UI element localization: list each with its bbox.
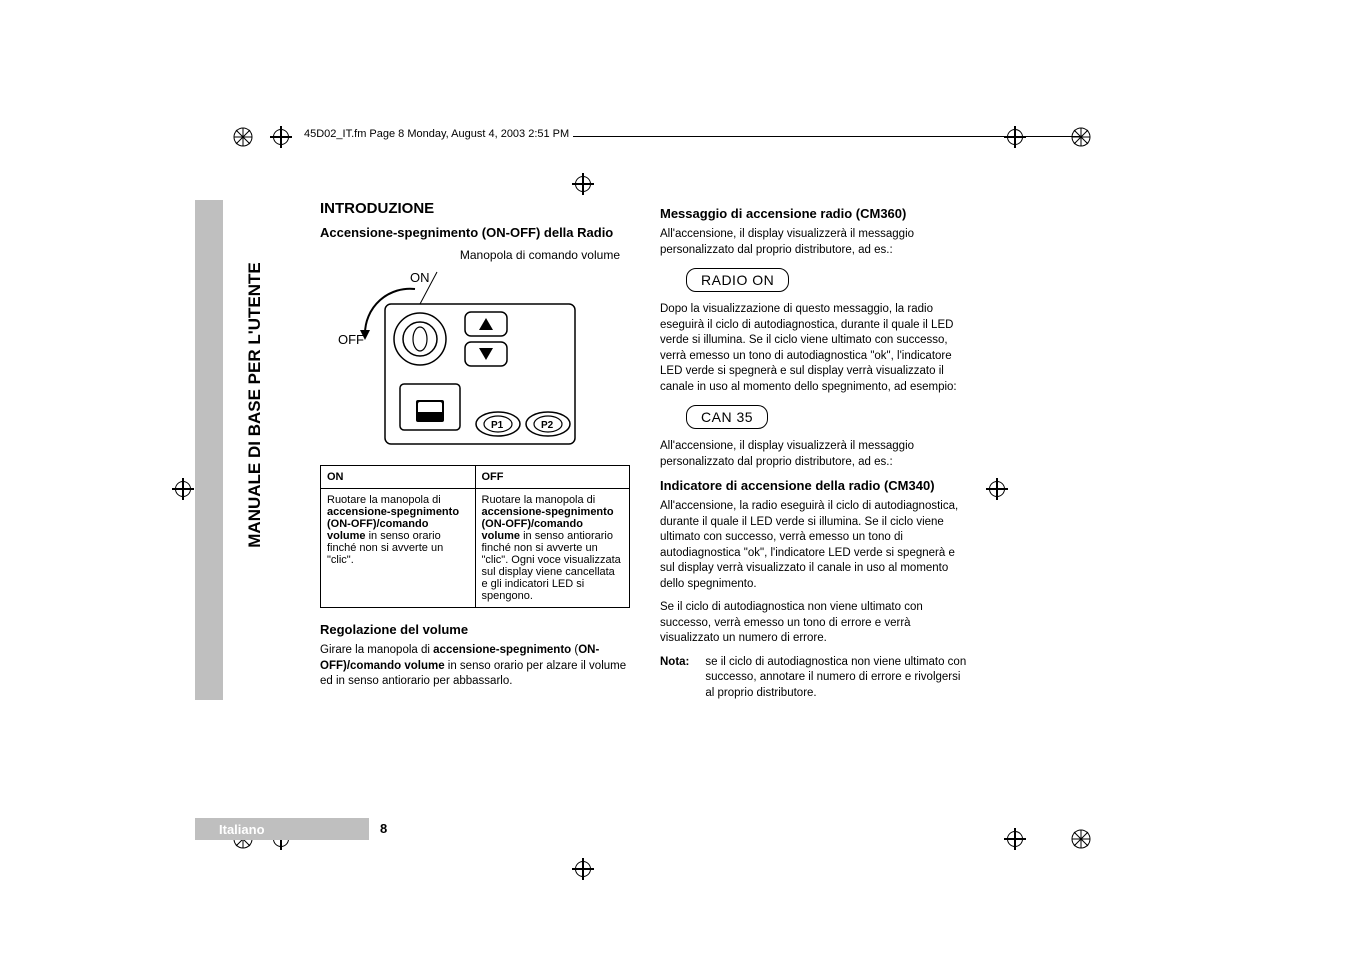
radio-figure: Manopola di comando volume ON OFF	[320, 248, 640, 457]
paragraph: All'accensione, la radio eseguirà il cic…	[660, 499, 970, 592]
header-text: 45D02_IT.fm Page 8 Monday, August 4, 200…	[300, 128, 573, 140]
subsection-title-indicator: Indicatore di accensione della radio (CM…	[660, 478, 970, 493]
section-title: INTRODUZIONE	[320, 200, 640, 217]
display-radio-on: RADIO ON	[686, 268, 789, 292]
left-column: INTRODUZIONE Accensione-spegnimento (ON-…	[320, 200, 640, 698]
reg-mark-icon	[986, 478, 1008, 500]
note-row: Nota: se il ciclo di autodiagnostica non…	[660, 655, 970, 702]
table-cell-on: Ruotare la manopola di accensione-spegni…	[321, 489, 476, 608]
display-can: CAN 35	[686, 405, 768, 429]
paragraph: Se il ciclo di autodiagnostica non viene…	[660, 600, 970, 647]
reg-mark-icon	[572, 173, 594, 195]
footer-language-tab: Italiano	[195, 818, 369, 840]
btn-p1-label: P1	[491, 420, 504, 431]
label-off: OFF	[338, 332, 364, 347]
reg-mark-icon	[1004, 828, 1026, 850]
table-cell-off: Ruotare la manopola di accensione-spegni…	[475, 489, 630, 608]
note-text: se il ciclo di autodiagnostica non viene…	[705, 655, 970, 702]
paragraph: All'accensione, il display visualizzerà …	[660, 227, 970, 258]
label-on: ON	[410, 270, 430, 285]
subsection-title-msg: Messaggio di accensione radio (CM360)	[660, 206, 970, 221]
table-header-off: OFF	[475, 466, 630, 489]
reg-star-icon	[1070, 828, 1092, 853]
subsection-title-volume: Regolazione del volume	[320, 622, 640, 637]
reg-mark-icon	[1004, 126, 1026, 148]
footer-page-number: 8	[380, 821, 387, 836]
subsection-title-onoff: Accensione-spegnimento (ON-OFF) della Ra…	[320, 225, 640, 240]
radio-diagram-icon: ON OFF P1	[330, 264, 590, 454]
paragraph: All'accensione, il display visualizzerà …	[660, 439, 970, 470]
reg-mark-icon	[172, 478, 194, 500]
reg-mark-icon	[270, 126, 292, 148]
side-label: MANUALE DI BASE PER L'UTENTE	[245, 255, 265, 555]
paragraph: Dopo la visualizzazione di questo messag…	[660, 302, 970, 395]
btn-p2-label: P2	[541, 420, 554, 431]
note-label: Nota:	[660, 655, 689, 702]
table-header-on: ON	[321, 466, 476, 489]
figure-caption: Manopola di comando volume	[320, 248, 640, 262]
volume-paragraph: Girare la manopola di accensione-spegnim…	[320, 643, 640, 690]
side-tab	[195, 200, 223, 700]
reg-star-icon	[232, 126, 254, 151]
onoff-table: ON OFF Ruotare la manopola di accensione…	[320, 465, 630, 608]
reg-star-icon	[1070, 126, 1092, 151]
reg-mark-icon	[572, 858, 594, 880]
right-column: Messaggio di accensione radio (CM360) Al…	[660, 200, 970, 701]
